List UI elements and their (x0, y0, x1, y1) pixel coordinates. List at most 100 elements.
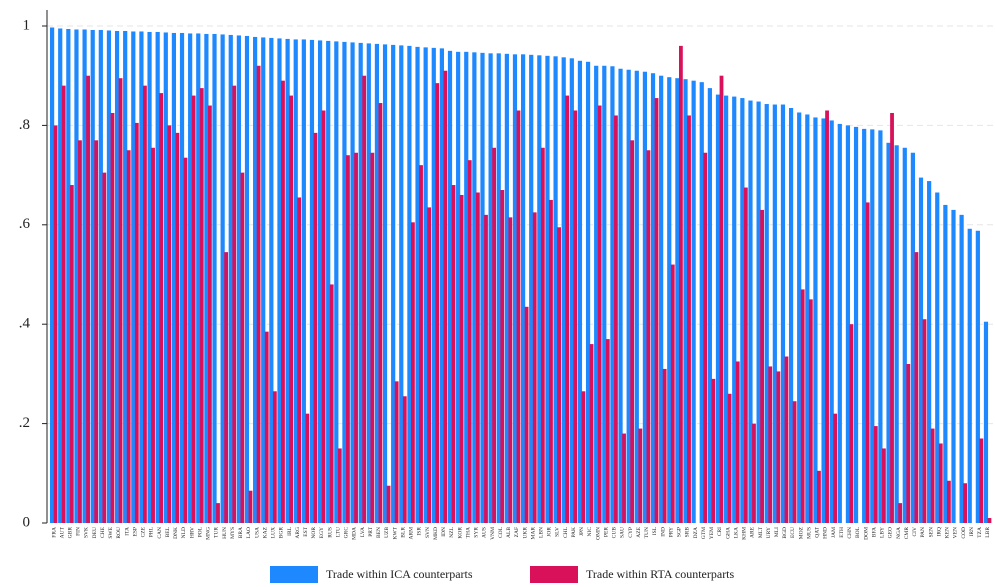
bar (82, 29, 87, 523)
bar (350, 42, 355, 523)
x-tick-label: BFA (871, 527, 877, 537)
bar (764, 104, 769, 524)
bar (447, 50, 453, 523)
bar (480, 52, 485, 523)
legend-swatch (530, 566, 578, 583)
y-tick-label: .2 (19, 415, 30, 431)
x-tick-label: SVK (84, 527, 90, 538)
bar (248, 490, 253, 523)
bar (435, 83, 440, 523)
x-tick-label: VEN (953, 527, 959, 538)
bar (878, 130, 883, 523)
x-tick-label: COL (498, 526, 504, 538)
x-tick-label: CIV (912, 527, 918, 537)
x-tick-label: ARE (750, 526, 756, 538)
bar (975, 230, 980, 523)
bar (61, 85, 66, 523)
x-tick-label: SAU (620, 527, 626, 538)
bar (540, 147, 545, 523)
bar (58, 28, 63, 524)
bar (524, 306, 529, 523)
bar (553, 56, 558, 523)
bar (675, 78, 680, 523)
bar (66, 28, 71, 524)
bar (760, 209, 764, 523)
bar (167, 125, 172, 524)
bar (659, 75, 664, 523)
x-tick-label: EGY (319, 527, 325, 538)
x-tick-label: GEO (888, 527, 894, 538)
bar (557, 227, 561, 523)
bar (484, 214, 488, 524)
bar (967, 228, 972, 523)
bar (329, 284, 334, 523)
y-tick-label: .8 (19, 117, 30, 133)
bar (951, 209, 956, 523)
bar (337, 448, 342, 523)
bar (797, 112, 802, 523)
bar (833, 413, 838, 523)
x-tick-label: ARM (409, 527, 415, 540)
x-tick-label: BRA (238, 527, 244, 538)
bar (935, 192, 940, 523)
x-tick-label: LTU (335, 527, 341, 537)
x-tick-label: MAR (530, 527, 536, 540)
x-tick-label: HRV (189, 527, 195, 538)
x-tick-label: OMN (595, 527, 601, 540)
bar (638, 428, 643, 523)
bar (805, 114, 810, 523)
legend-label: Trade within ICA counterparts (326, 567, 473, 581)
x-tick-label: MLT (758, 526, 764, 538)
bar (427, 207, 432, 523)
x-tick-label: ROU (116, 527, 122, 539)
bar (707, 88, 712, 523)
bar (618, 68, 623, 523)
bar (139, 31, 144, 523)
bar (394, 381, 399, 523)
bar (163, 32, 168, 523)
bar (699, 82, 704, 523)
bar (727, 393, 732, 523)
bar (244, 35, 250, 523)
x-tick-label: ITA (124, 527, 130, 536)
x-tick-label: NLD (181, 527, 187, 538)
bar (667, 77, 672, 523)
x-tick-label: LUX (271, 527, 277, 538)
bar (845, 125, 851, 524)
bar (126, 150, 131, 523)
bar (890, 112, 894, 523)
bar (159, 93, 164, 523)
x-tick-label: POL (197, 526, 203, 537)
bar (870, 129, 875, 523)
bar (748, 100, 753, 524)
bar (419, 165, 423, 523)
x-tick-label: URY (766, 527, 772, 538)
bar (301, 39, 306, 523)
bar (53, 125, 58, 524)
x-tick-label: FRA (51, 527, 57, 538)
bar (459, 194, 464, 524)
bar (378, 103, 383, 523)
bar (191, 95, 196, 523)
bar (930, 428, 935, 523)
x-tick-label: BEN (376, 527, 382, 538)
bar (456, 51, 461, 524)
x-tick-label: MOZ (798, 526, 804, 539)
bar (451, 185, 456, 524)
bar (500, 190, 505, 523)
bar (423, 47, 428, 523)
x-tick-label: FIN (76, 527, 82, 536)
bar (123, 30, 128, 523)
bar (743, 187, 748, 523)
x-tick-label: NIC (587, 527, 593, 537)
bar (853, 126, 859, 524)
x-tick-label: ECU (790, 527, 796, 538)
x-tick-label: SVN (425, 527, 431, 538)
x-tick-label: SGP (677, 527, 683, 537)
bar (370, 152, 375, 524)
bar (114, 30, 120, 523)
x-tick-label: DOM (863, 527, 869, 540)
bar (610, 66, 615, 523)
bar (228, 34, 233, 524)
bar (199, 88, 204, 523)
